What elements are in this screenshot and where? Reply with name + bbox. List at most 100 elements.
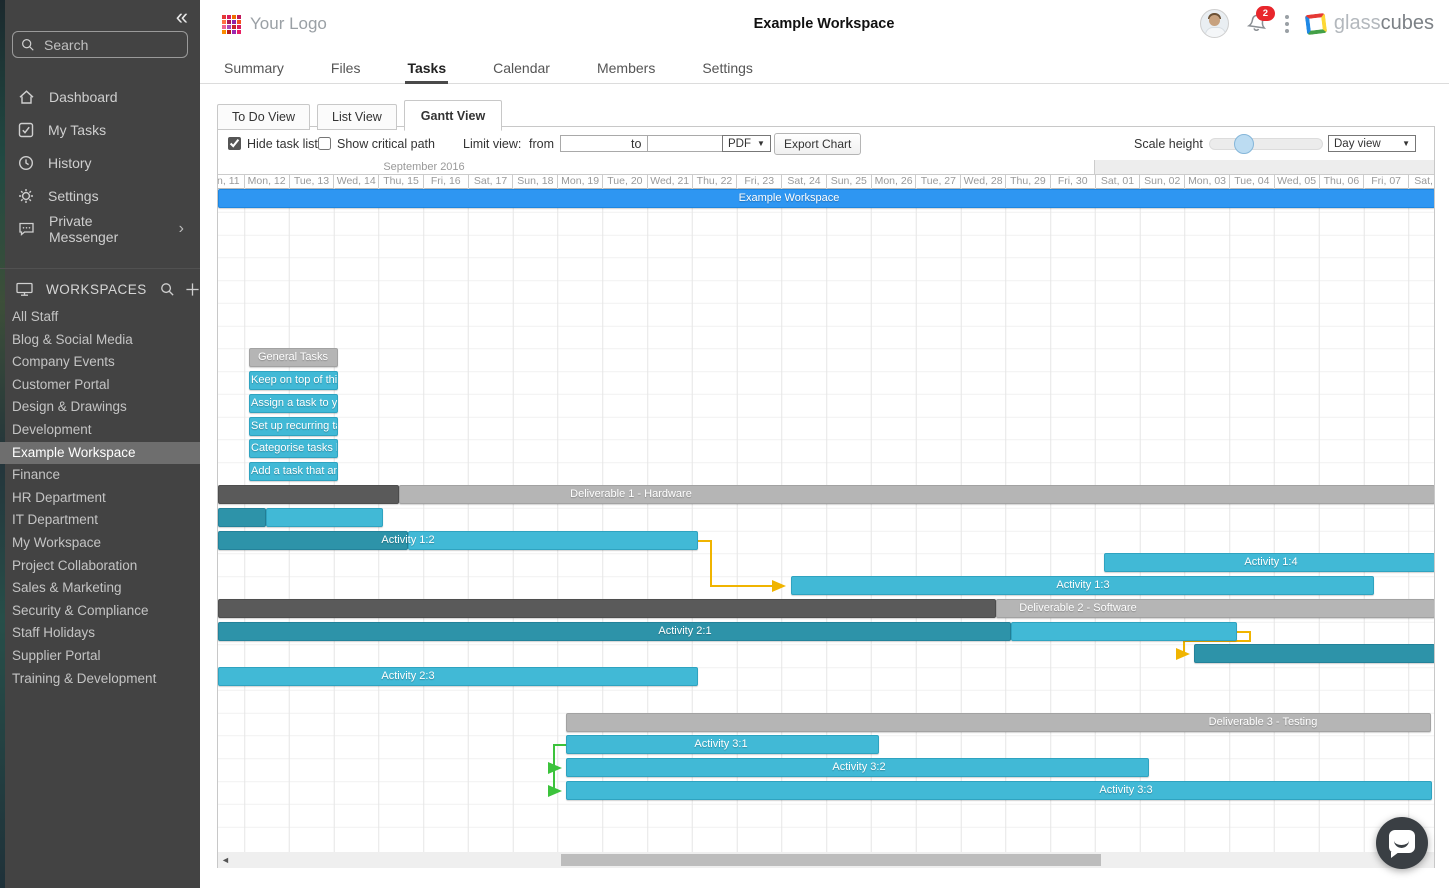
workspace-item-design-drawings[interactable]: Design & Drawings: [12, 399, 127, 415]
day-header-cell: Thu, 15: [378, 174, 423, 188]
day-header-cell: Fri, 07: [1363, 174, 1408, 188]
deliverable-3-bar[interactable]: [566, 713, 1431, 732]
app-logo[interactable]: Your Logo: [222, 14, 327, 34]
workspace-item-it-department[interactable]: IT Department: [12, 512, 99, 528]
view-scale-select[interactable]: Day view ▼: [1328, 135, 1416, 152]
tab-calendar[interactable]: Calendar: [493, 59, 550, 76]
sidebar-collapse-icon[interactable]: «: [175, 4, 188, 29]
workspaces-search-icon[interactable]: [160, 282, 175, 297]
settings-icon: [18, 188, 34, 204]
export-chart-button[interactable]: Export Chart: [774, 132, 862, 155]
sidebar: « Dashboard My Tasks History Settings Privat…: [0, 0, 200, 888]
workspace-item-supplier-portal[interactable]: Supplier Portal: [12, 647, 101, 663]
sidebar-item-my-tasks[interactable]: My Tasks: [0, 113, 200, 146]
task-bar[interactable]: [249, 417, 338, 436]
scale-height-slider[interactable]: [1208, 133, 1323, 154]
workspace-item-blog-social-media[interactable]: Blog & Social Media: [12, 331, 133, 347]
chevron-down-icon: ▼: [757, 139, 765, 148]
activity-1-4-bar[interactable]: [1104, 553, 1434, 572]
activity-2-3-bar[interactable]: [218, 667, 698, 686]
scroll-left-arrow[interactable]: ◄: [221, 855, 230, 865]
workspace-item-company-events[interactable]: Company Events: [12, 354, 115, 370]
day-header-cell: Wed, 14: [333, 174, 378, 188]
day-header-cell: Sat, 08: [1408, 174, 1434, 188]
limit-to-input[interactable]: [647, 135, 738, 152]
task-bar[interactable]: [249, 394, 338, 413]
top-header: Your Logo Example Workspace 2 glasscubes: [200, 0, 1449, 52]
day-header-cell: Wed, 21: [646, 174, 692, 188]
subtab-to-do-view[interactable]: To Do View: [217, 104, 310, 130]
workspaces-add-icon[interactable]: [185, 282, 200, 297]
activity-3-1-bar[interactable]: [566, 735, 879, 754]
deliverable-2-progress[interactable]: [218, 599, 996, 618]
sidebar-item-private-messenger[interactable]: Private Messenger ›: [0, 212, 200, 245]
day-header-cell: Thu, 22: [691, 174, 737, 188]
day-header-cell: Thu, 29: [1005, 174, 1050, 188]
horizontal-scrollbar[interactable]: ◄: [218, 852, 1434, 868]
deliverable-1-progress[interactable]: [218, 485, 399, 504]
activity-1-1-progress[interactable]: [218, 508, 266, 527]
workspace-item-hr-department[interactable]: HR Department: [12, 489, 106, 505]
task-bar[interactable]: [249, 371, 338, 390]
deliverable-2-bar[interactable]: [996, 599, 1434, 618]
workspace-item-all-staff[interactable]: All Staff: [12, 309, 59, 324]
workspace-item-staff-holidays[interactable]: Staff Holidays: [12, 625, 96, 641]
more-menu-icon[interactable]: [1284, 14, 1289, 33]
from-label: from: [529, 136, 554, 151]
export-format-select[interactable]: PDF ▼: [722, 135, 771, 152]
tab-members[interactable]: Members: [596, 59, 656, 76]
workspace-item-example-workspace[interactable]: Example Workspace: [0, 441, 200, 465]
workspace-item-customer-portal[interactable]: Customer Portal: [12, 376, 110, 392]
activity-1-2-progress[interactable]: [218, 531, 408, 550]
workspace-item-training-development[interactable]: Training & Development: [12, 670, 157, 686]
activity-1-2-bar[interactable]: [408, 531, 698, 550]
activity-2-1-bar[interactable]: [1011, 622, 1237, 641]
user-avatar[interactable]: [1199, 9, 1229, 38]
month-section: [1094, 160, 1434, 174]
hide-task-list-checkbox[interactable]: [228, 137, 241, 150]
workspace-item-sales-marketing[interactable]: Sales & Marketing: [12, 580, 122, 596]
logo-text: Your Logo: [250, 14, 327, 33]
scrollbar-thumb[interactable]: [561, 854, 1101, 866]
sidebar-search[interactable]: [12, 31, 188, 58]
sidebar-item-settings[interactable]: Settings: [0, 179, 200, 212]
workspace-item-security-compliance[interactable]: Security & Compliance: [12, 602, 149, 618]
workspaces-header-label: WORKSPACES: [46, 281, 147, 297]
workspaces-icon: [16, 282, 33, 297]
tab-tasks[interactable]: Tasks: [405, 54, 448, 84]
day-header-cell: Sat, 17: [467, 174, 513, 188]
day-header-cell: Fri, 23: [736, 174, 781, 188]
tab-files[interactable]: Files: [330, 59, 361, 76]
gantt-panel: Hide task list Show critical path Limit …: [217, 126, 1435, 868]
workspace-item-project-collaboration[interactable]: Project Collaboration: [12, 557, 138, 573]
workspace-item-development[interactable]: Development: [12, 421, 92, 437]
sidebar-item-dashboard[interactable]: Dashboard: [0, 80, 200, 113]
activity-3-3-bar[interactable]: [566, 781, 1432, 800]
show-critical-path-checkbox[interactable]: [318, 137, 331, 150]
workspaces-header: WORKSPACES: [0, 274, 200, 304]
workspace-item-my-workspace[interactable]: My Workspace: [12, 534, 102, 550]
limit-from-input[interactable]: [560, 135, 650, 152]
subtab-gantt-view[interactable]: Gantt View: [403, 100, 503, 131]
day-header-cell: Tue, 20: [602, 174, 647, 188]
tab-settings[interactable]: Settings: [702, 59, 753, 76]
workspace-summary-bar[interactable]: [218, 189, 1434, 208]
activity-1-1-bar[interactable]: [266, 508, 383, 527]
chat-bubble-icon: [1389, 830, 1415, 858]
notifications-button[interactable]: 2: [1246, 5, 1275, 36]
tab-summary[interactable]: Summary: [224, 59, 284, 76]
activity-2-2-bar[interactable]: [1194, 644, 1434, 663]
search-input[interactable]: [42, 35, 166, 54]
sidebar-item-history[interactable]: History: [0, 146, 200, 179]
deliverable-1-bar[interactable]: [399, 485, 1434, 504]
task-bar[interactable]: [249, 439, 338, 458]
task-bar[interactable]: [249, 462, 338, 481]
workspace-item-finance[interactable]: Finance: [12, 467, 61, 483]
slider-thumb[interactable]: [1233, 133, 1254, 154]
activity-2-1-progress[interactable]: [218, 622, 1011, 641]
general-tasks-bar[interactable]: [249, 348, 338, 367]
chat-widget-button[interactable]: [1376, 817, 1428, 869]
activity-3-2-bar[interactable]: [566, 758, 1149, 777]
activity-1-3-bar[interactable]: [791, 576, 1374, 595]
subtab-list-view[interactable]: List View: [317, 104, 397, 130]
